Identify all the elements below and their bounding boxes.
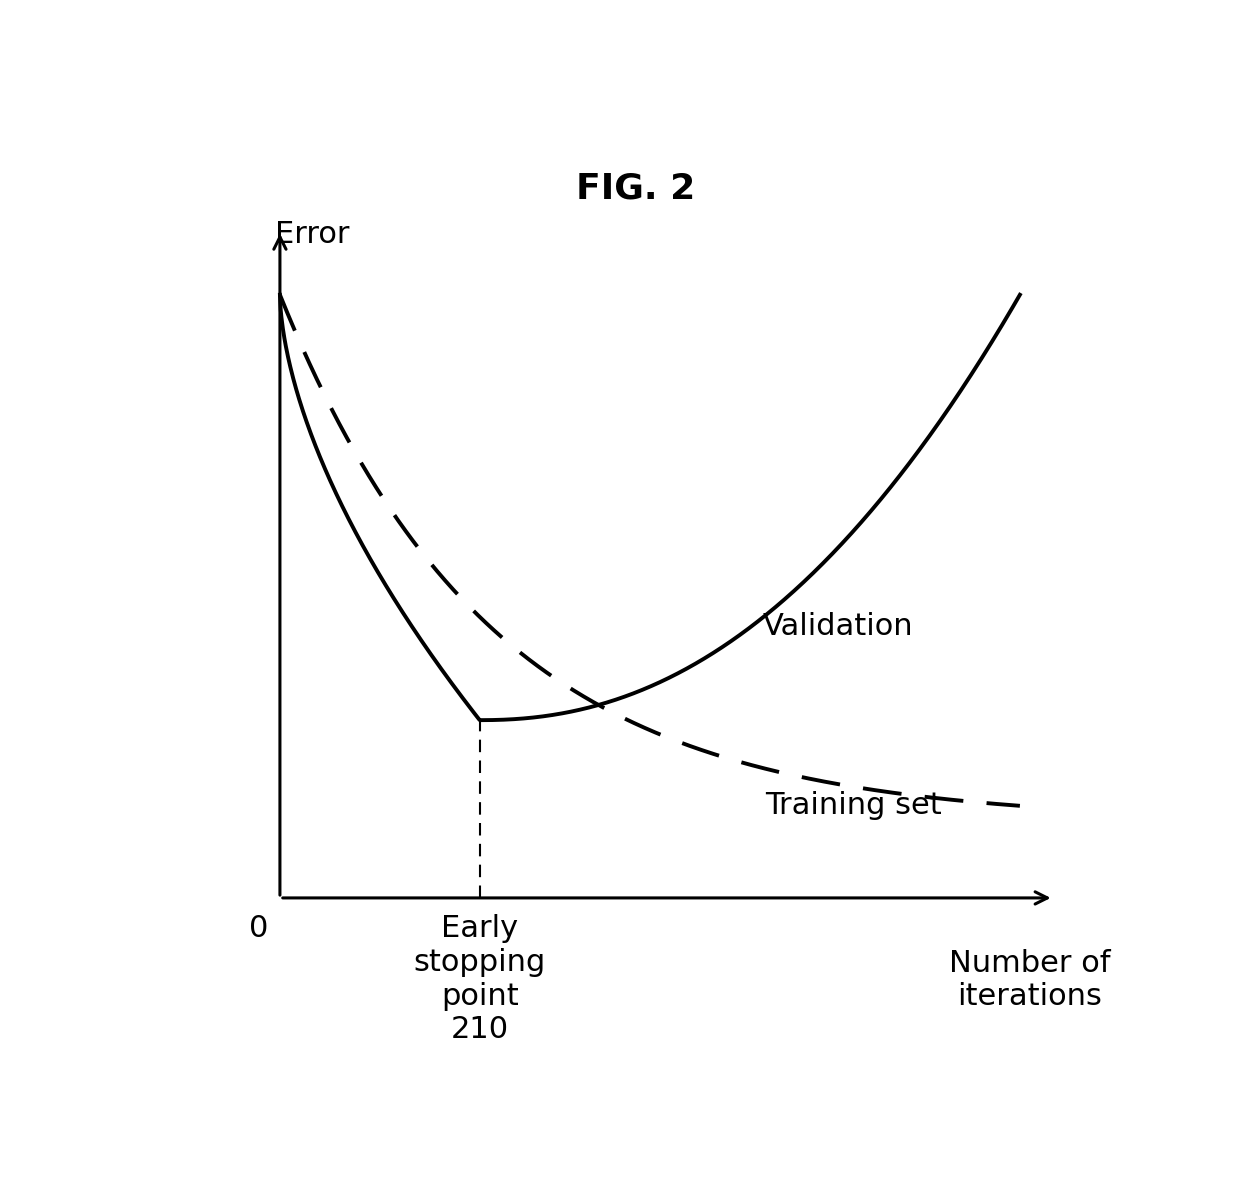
Text: Training set: Training set	[765, 791, 942, 820]
Text: Validation: Validation	[763, 612, 914, 641]
Text: Number of
iterations: Number of iterations	[949, 949, 1110, 1011]
Text: Error: Error	[275, 220, 350, 250]
Text: 0: 0	[249, 914, 269, 944]
Text: Early
stopping
point
210: Early stopping point 210	[414, 914, 546, 1044]
Text: FIG. 2: FIG. 2	[575, 171, 696, 206]
